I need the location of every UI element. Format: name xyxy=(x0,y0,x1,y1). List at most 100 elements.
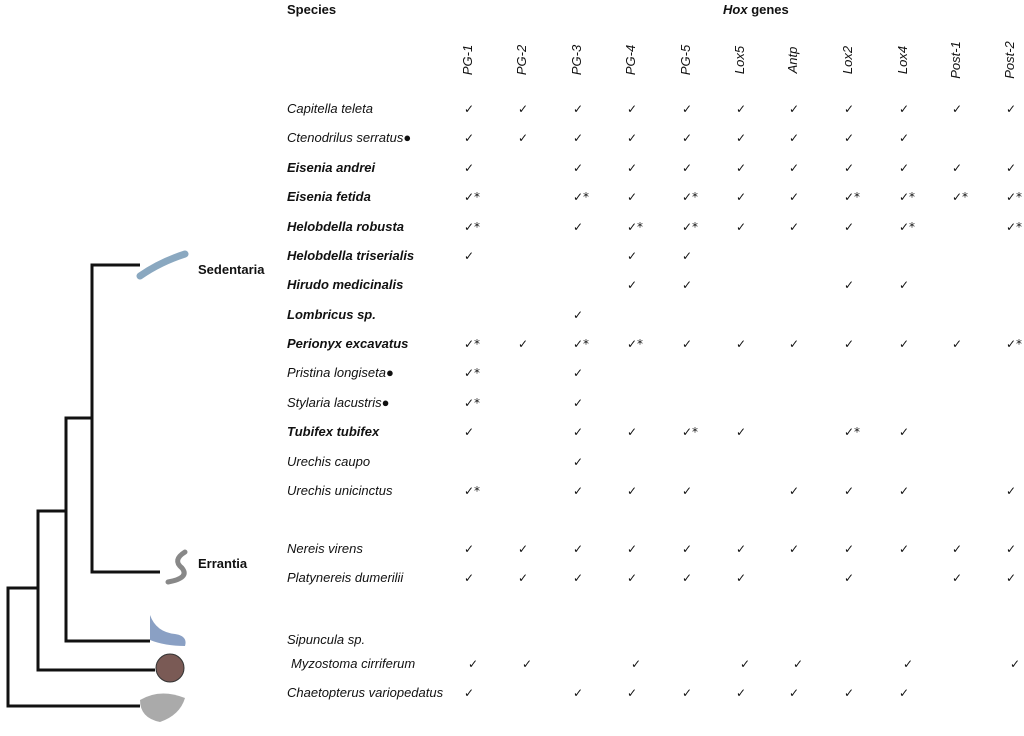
presence-mark: ✓ xyxy=(682,131,693,145)
presence-mark: ✓* xyxy=(1006,337,1023,351)
presence-mark: ✓ xyxy=(682,278,693,292)
branch xyxy=(64,416,150,643)
presence-mark: ✓ xyxy=(518,542,529,556)
gene-header: Post-1 xyxy=(948,41,963,79)
presence-mark: ✓ xyxy=(789,337,800,351)
gene-header: PG-5 xyxy=(678,44,693,76)
presence-mark: ✓ xyxy=(573,484,584,498)
presence-mark: ✓ xyxy=(682,337,693,351)
myzostoma-icon xyxy=(155,653,185,683)
species-name: Nereis virens xyxy=(287,541,363,556)
species-name: Sipuncula sp. xyxy=(287,632,366,647)
presence-mark: ✓ xyxy=(789,102,800,116)
presence-mark: ✓* xyxy=(682,220,699,234)
presence-mark: ✓ xyxy=(573,220,584,234)
presence-mark: ✓ xyxy=(522,657,533,671)
presence-mark: ✓ xyxy=(899,542,910,556)
presence-mark: ✓* xyxy=(464,190,481,204)
hox-label: Hox xyxy=(723,2,748,17)
species-name: Chaetopterus variopedatus xyxy=(287,685,444,700)
presence-mark: ✓ xyxy=(627,190,638,204)
species-name: Perionyx excavatus xyxy=(287,336,409,351)
worm-icon xyxy=(136,250,189,280)
species-name: Eisenia andrei xyxy=(287,160,376,175)
presence-mark: ✓ xyxy=(903,657,914,671)
branch xyxy=(6,586,140,708)
presence-mark: ✓* xyxy=(682,190,699,204)
presence-mark: ✓* xyxy=(1006,190,1023,204)
presence-mark: ✓ xyxy=(464,686,475,700)
presence-mark: ✓ xyxy=(627,249,638,263)
presence-mark: ✓ xyxy=(736,131,747,145)
presence-mark: ✓ xyxy=(899,131,910,145)
presence-mark: ✓* xyxy=(682,425,699,439)
presence-mark: ✓ xyxy=(899,161,910,175)
presence-mark: ✓ xyxy=(736,161,747,175)
presence-mark: ✓ xyxy=(1006,102,1017,116)
gene-header: Lox2 xyxy=(840,45,855,75)
gene-header: Lox5 xyxy=(732,45,747,75)
presence-mark: ✓ xyxy=(573,571,584,585)
sipuncula-icon xyxy=(150,615,186,646)
presence-mark: ✓ xyxy=(899,686,910,700)
presence-mark: ✓ xyxy=(844,131,855,145)
presence-mark: ✓ xyxy=(1006,484,1017,498)
presence-mark: ✓ xyxy=(464,571,475,585)
presence-mark: ✓ xyxy=(1006,161,1017,175)
presence-mark: ✓* xyxy=(464,484,481,498)
presence-mark: ✓ xyxy=(789,190,800,204)
presence-mark: ✓ xyxy=(573,686,584,700)
presence-mark: ✓ xyxy=(844,484,855,498)
presence-mark: ✓* xyxy=(627,337,644,351)
presence-mark: ✓ xyxy=(789,686,800,700)
worm-icon xyxy=(165,549,188,585)
presence-mark: ✓ xyxy=(736,571,747,585)
presence-mark: ✓* xyxy=(844,190,861,204)
species-name: Lombricus sp. xyxy=(287,307,376,322)
presence-mark: ✓ xyxy=(1010,657,1021,671)
gene-header: PG-3 xyxy=(569,44,584,76)
presence-mark: ✓ xyxy=(844,337,855,351)
presence-mark: ✓ xyxy=(736,542,747,556)
presence-mark: ✓* xyxy=(464,396,481,410)
presence-mark: ✓ xyxy=(682,484,693,498)
species-name: Urechis unicinctus xyxy=(287,483,393,498)
presence-mark: ✓* xyxy=(464,366,481,380)
presence-mark: ✓ xyxy=(899,278,910,292)
presence-mark: ✓ xyxy=(789,161,800,175)
presence-mark: ✓ xyxy=(844,571,855,585)
presence-mark: ✓ xyxy=(844,686,855,700)
presence-mark: ✓ xyxy=(793,657,804,671)
presence-mark: ✓ xyxy=(952,337,963,351)
species-name: Platynereis dumerilii xyxy=(287,570,404,585)
presence-mark: ✓ xyxy=(464,161,475,175)
presence-mark: ✓ xyxy=(736,425,747,439)
presence-mark: ✓ xyxy=(899,102,910,116)
presence-mark: ✓ xyxy=(518,102,529,116)
presence-mark: ✓ xyxy=(627,425,638,439)
genes-label: genes xyxy=(751,2,789,17)
presence-mark: ✓* xyxy=(627,220,644,234)
presence-mark: ✓ xyxy=(627,571,638,585)
presence-mark: ✓ xyxy=(464,542,475,556)
presence-mark: ✓ xyxy=(736,337,747,351)
presence-mark: ✓ xyxy=(740,657,751,671)
presence-mark: ✓ xyxy=(1006,571,1017,585)
presence-mark: ✓ xyxy=(952,102,963,116)
presence-mark: ✓ xyxy=(573,131,584,145)
species-name: Pristina longiseta● xyxy=(287,365,394,380)
species-name: Helobdella robusta xyxy=(287,219,405,234)
presence-mark: ✓ xyxy=(627,484,638,498)
presence-mark: ✓ xyxy=(736,102,747,116)
species-name: Hirudo medicinalis xyxy=(287,277,404,292)
presence-mark: ✓ xyxy=(573,455,584,469)
presence-mark: ✓ xyxy=(573,308,584,322)
hox-header: Hox genes xyxy=(723,2,789,18)
gene-header: Lox4 xyxy=(895,45,910,75)
branch xyxy=(90,263,160,574)
presence-mark: ✓ xyxy=(573,366,584,380)
species-name: Stylaria lacustris● xyxy=(287,395,390,410)
presence-mark: ✓ xyxy=(682,249,693,263)
